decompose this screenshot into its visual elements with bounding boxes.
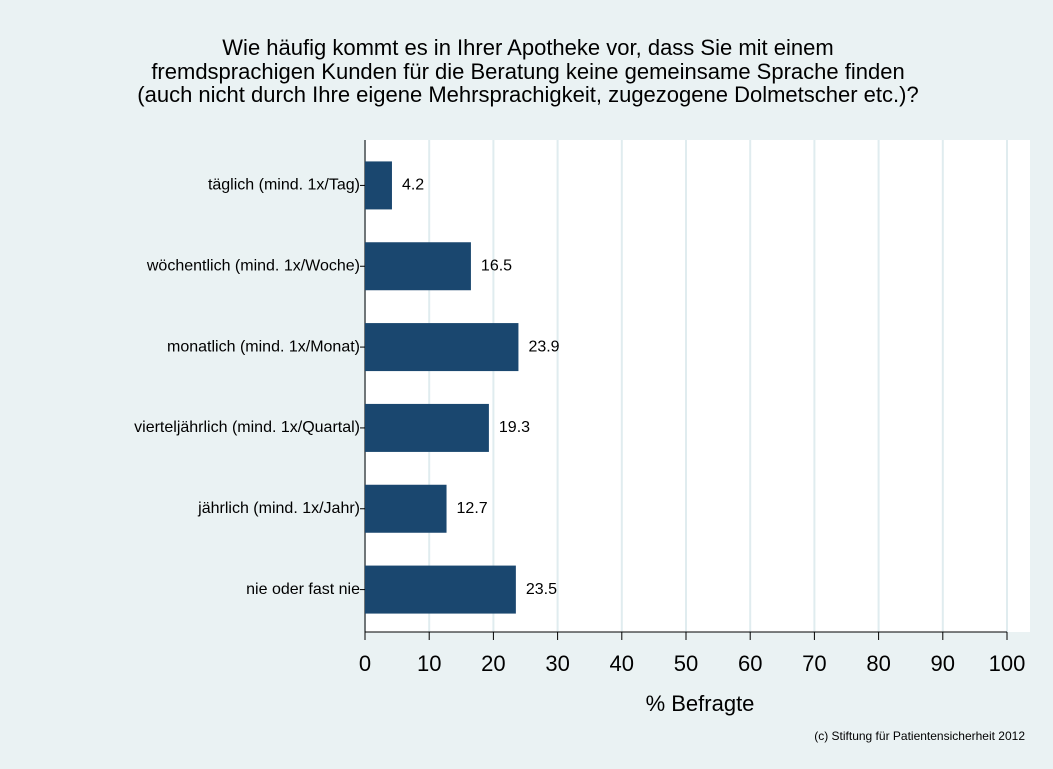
y-tick-label: jährlich (mind. 1x/Jahr) (197, 500, 360, 517)
chart-title: Wie häufig kommt es in Ihrer Apotheke vo… (222, 35, 833, 60)
chart-title: (auch nicht durch Ihre eigene Mehrsprach… (137, 82, 918, 107)
data-label: 16.5 (481, 257, 512, 274)
y-tick-label: nie oder fast nie (246, 581, 360, 598)
x-tick-label: 30 (545, 651, 569, 676)
data-label: 12.7 (457, 500, 488, 517)
x-axis-label: % Befragte (646, 691, 755, 716)
x-tick-label: 50 (674, 651, 698, 676)
bar (365, 161, 392, 210)
data-label: 23.5 (526, 581, 557, 598)
x-tick-label: 60 (738, 651, 762, 676)
y-tick-label: monatlich (mind. 1x/Monat) (167, 338, 360, 355)
y-tick-label: wöchentlich (mind. 1x/Woche) (146, 257, 360, 274)
bar (365, 403, 489, 452)
x-tick-label: 10 (417, 651, 441, 676)
bar (365, 242, 471, 291)
bar (365, 565, 516, 614)
x-tick-label: 90 (931, 651, 955, 676)
data-label: 4.2 (402, 177, 424, 194)
x-tick-label: 70 (802, 651, 826, 676)
x-tick-label: 20 (481, 651, 505, 676)
x-tick-label: 0 (359, 651, 371, 676)
x-tick-label: 100 (989, 651, 1026, 676)
data-label: 23.9 (528, 338, 559, 355)
plot-area (365, 140, 1030, 632)
x-tick-label: 40 (610, 651, 634, 676)
bar (365, 323, 519, 372)
data-label: 19.3 (499, 419, 530, 436)
note: (c) Stiftung für Patientensicherheit 201… (814, 729, 1025, 743)
chart-title: fremdsprachigen Kunden für die Beratung … (151, 59, 904, 84)
y-tick-label: täglich (mind. 1x/Tag) (208, 177, 360, 194)
bar (365, 484, 447, 533)
y-tick-label: vierteljährlich (mind. 1x/Quartal) (134, 419, 360, 436)
x-tick-label: 80 (866, 651, 890, 676)
